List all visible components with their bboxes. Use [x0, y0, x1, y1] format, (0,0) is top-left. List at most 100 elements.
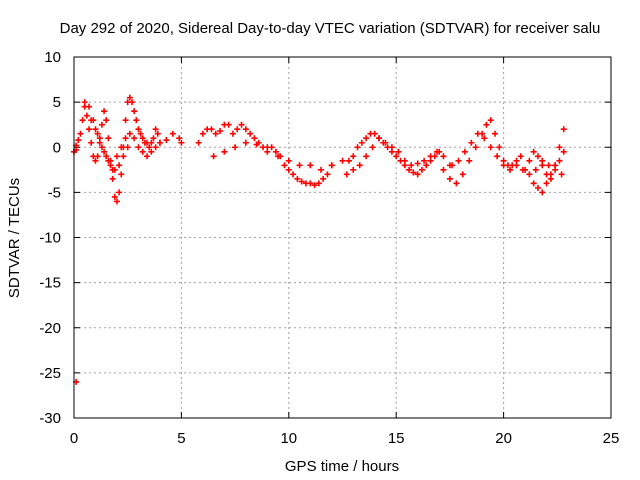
data-point	[234, 126, 241, 133]
data-point	[116, 162, 123, 169]
x-tick-label: 15	[388, 430, 405, 447]
data-point	[105, 157, 112, 164]
data-point	[217, 128, 224, 135]
data-point	[494, 153, 501, 160]
data-point	[77, 130, 84, 137]
data-point	[434, 148, 441, 155]
data-point	[90, 117, 97, 124]
data-point	[410, 169, 417, 176]
y-tick-label: -5	[48, 184, 61, 201]
data-point	[560, 148, 567, 155]
data-point	[298, 178, 305, 185]
data-point	[356, 162, 363, 169]
data-point	[556, 157, 563, 164]
data-point	[408, 162, 415, 169]
data-point	[519, 166, 526, 173]
grid-lines	[74, 57, 611, 418]
data-point	[113, 198, 120, 205]
data-point	[79, 117, 86, 124]
data-point	[376, 135, 383, 142]
data-point	[414, 171, 421, 178]
data-point	[539, 157, 546, 164]
data-point	[343, 171, 350, 178]
data-point	[126, 130, 133, 137]
data-point	[128, 99, 135, 106]
data-point	[75, 137, 82, 144]
data-point	[146, 144, 153, 151]
data-point	[253, 141, 260, 148]
data-point	[363, 153, 370, 160]
y-axis-ticks: -30 -25 -20 -15 -10 -5 0 5 10	[39, 49, 611, 427]
data-point	[339, 157, 346, 164]
data-point	[285, 166, 292, 173]
data-point	[135, 126, 142, 133]
data-point	[126, 94, 133, 101]
data-point	[156, 139, 163, 146]
data-point	[406, 166, 413, 173]
data-point	[421, 157, 428, 164]
data-point	[382, 139, 389, 146]
y-tick-label: -30	[39, 410, 61, 427]
data-point	[423, 162, 430, 169]
data-point	[468, 139, 475, 146]
data-point	[113, 153, 120, 160]
data-point	[307, 162, 314, 169]
data-point	[109, 175, 116, 182]
data-point	[92, 126, 99, 133]
data-point	[120, 153, 127, 160]
data-point	[111, 166, 118, 173]
data-point	[296, 162, 303, 169]
y-tick-label: -20	[39, 320, 61, 337]
data-point	[208, 126, 215, 133]
data-point	[98, 121, 105, 128]
data-point	[116, 189, 123, 196]
data-point	[393, 153, 400, 160]
data-point	[221, 148, 228, 155]
data-point	[285, 157, 292, 164]
data-point	[98, 144, 105, 151]
data-point	[135, 144, 142, 151]
data-point	[83, 112, 90, 119]
data-point	[474, 130, 481, 137]
data-point	[558, 171, 565, 178]
data-point	[311, 182, 318, 189]
data-point	[543, 180, 550, 187]
data-point	[242, 139, 249, 146]
data-point	[345, 157, 352, 164]
data-point	[492, 130, 499, 137]
data-point	[148, 139, 155, 146]
data-point	[324, 171, 331, 178]
data-point	[94, 130, 101, 137]
data-point	[455, 157, 462, 164]
data-point	[272, 148, 279, 155]
data-point	[466, 157, 473, 164]
data-point	[539, 189, 546, 196]
data-point	[401, 157, 408, 164]
data-point	[154, 130, 161, 137]
data-point	[122, 117, 129, 124]
data-point	[176, 135, 183, 142]
data-point	[534, 153, 541, 160]
data-point	[133, 117, 140, 124]
data-point	[440, 166, 447, 173]
data-point	[560, 126, 567, 133]
data-point	[238, 121, 245, 128]
data-point	[307, 180, 314, 187]
data-point	[107, 162, 114, 169]
data-point	[526, 157, 533, 164]
y-tick-label: -25	[39, 365, 61, 382]
data-point	[264, 148, 271, 155]
data-point	[131, 135, 138, 142]
x-axis-label: GPS time / hours	[285, 458, 399, 475]
data-point	[369, 144, 376, 151]
data-point	[487, 144, 494, 151]
data-point	[229, 130, 236, 137]
data-point	[101, 148, 108, 155]
data-point	[88, 139, 95, 146]
data-point	[101, 108, 108, 115]
data-point	[152, 126, 159, 133]
data-point	[530, 180, 537, 187]
data-point	[459, 171, 466, 178]
plot-frame	[73, 56, 612, 419]
data-point	[517, 153, 524, 160]
